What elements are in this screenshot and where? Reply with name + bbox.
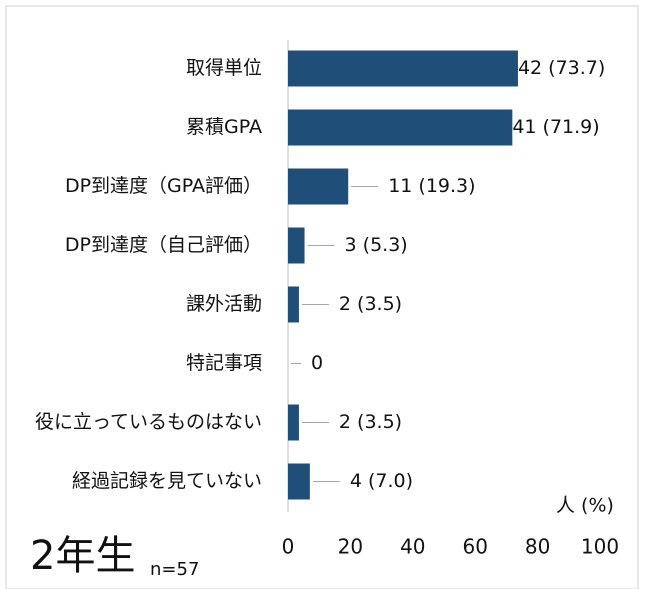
x-tick-label: 0 bbox=[282, 535, 295, 559]
y-tick-label: 役に立っているものはない bbox=[35, 411, 262, 433]
x-tick-label: 20 bbox=[338, 535, 363, 559]
bar bbox=[288, 109, 513, 146]
x-tick-label: 100 bbox=[581, 535, 619, 559]
x-tick-label: 60 bbox=[462, 535, 487, 559]
bar bbox=[288, 404, 299, 441]
bar bbox=[288, 50, 518, 87]
chart-subtitle: n=57 bbox=[150, 559, 199, 580]
y-tick-label: DP到達度（GPA評価） bbox=[65, 175, 262, 197]
bar bbox=[288, 227, 305, 264]
data-label: 2 (3.5) bbox=[339, 293, 402, 315]
chart-frame bbox=[5, 5, 639, 589]
bar bbox=[288, 463, 310, 500]
x-tick-label: 80 bbox=[525, 535, 550, 559]
bar bbox=[288, 168, 349, 205]
data-label: 3 (5.3) bbox=[345, 234, 408, 256]
data-label: 2 (3.5) bbox=[339, 411, 402, 433]
data-label: 42 (73.7) bbox=[518, 57, 605, 79]
y-tick-label: 取得単位 bbox=[186, 57, 262, 79]
data-label: 41 (71.9) bbox=[512, 116, 599, 138]
x-tick-label: 40 bbox=[400, 535, 425, 559]
axis-label: 人 (%) bbox=[556, 495, 614, 517]
y-tick-label: 課外活動 bbox=[186, 293, 262, 315]
data-label: 11 (19.3) bbox=[388, 175, 475, 197]
chart-title: 2年生 bbox=[30, 533, 135, 579]
bar bbox=[288, 286, 299, 323]
data-label: 0 bbox=[311, 352, 323, 374]
data-label: 4 (7.0) bbox=[350, 470, 413, 492]
y-tick-label: DP到達度（自己評価） bbox=[65, 234, 262, 256]
y-tick-label: 経過記録を見ていない bbox=[72, 470, 262, 492]
y-tick-label: 特記事項 bbox=[186, 352, 262, 374]
y-tick-label: 累積GPA bbox=[186, 116, 262, 138]
